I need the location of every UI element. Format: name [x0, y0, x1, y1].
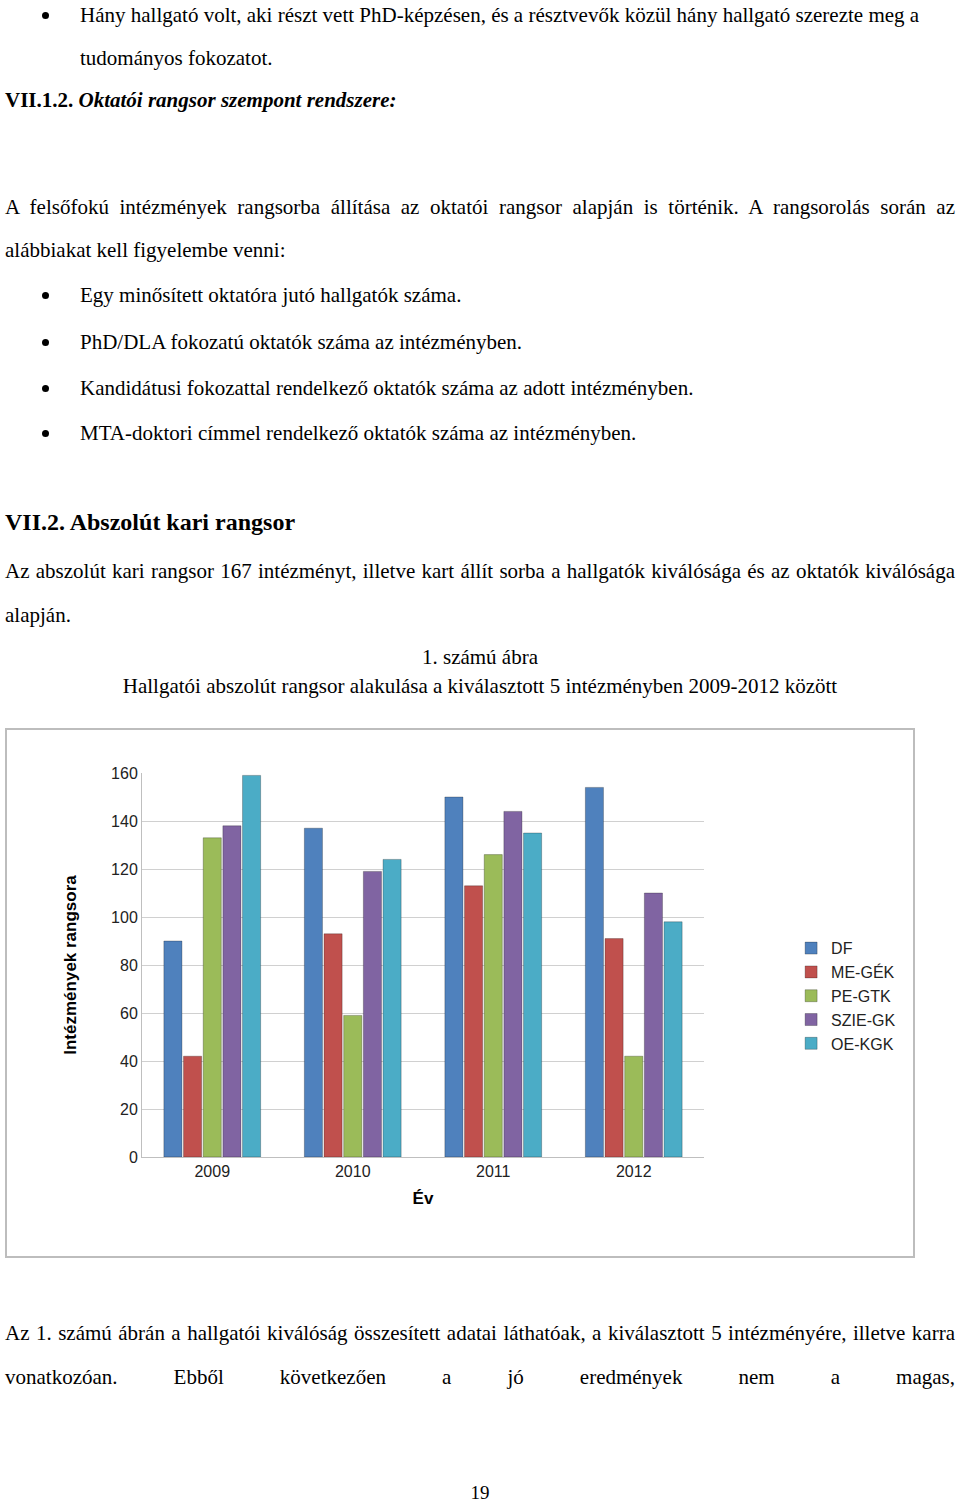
- svg-text:DF: DF: [831, 940, 853, 957]
- svg-text:120: 120: [111, 861, 138, 878]
- html-text:Az abszolút kari rangsor 167 i: Az abszolút kari rangsor 167 intézményt,…: [5, 559, 955, 627]
- svg-text:Év: Év: [413, 1189, 434, 1208]
- svg-text:0: 0: [129, 1149, 138, 1166]
- html-text:1. számú ábra: 1. számú ábra: [422, 645, 538, 669]
- svg-text:PE-GTK: PE-GTK: [831, 988, 891, 1005]
- svg-text:20: 20: [120, 1101, 138, 1118]
- svg-text:2012: 2012: [616, 1163, 652, 1180]
- html-text:Hány hallgató volt, aki részt: Hány hallgató volt, aki részt vett PhD-k…: [80, 3, 920, 70]
- html-text:VII.1.2. Oktatói rangsor szemp: VII.1.2. Oktatói rangsor szempont rendsz…: [5, 88, 397, 112]
- html-text:Hallgatói abszolút rangsor ala: Hallgatói abszolút rangsor alakulása a k…: [122, 674, 838, 698]
- svg-text:160: 160: [111, 765, 138, 782]
- svg-text:140: 140: [111, 813, 138, 830]
- html-text:VII.2. Abszolút kari rangsor: VII.2. Abszolút kari rangsor: [5, 509, 295, 535]
- svg-text:2011: 2011: [476, 1163, 511, 1180]
- svg-text:SZIE-GK: SZIE-GK: [831, 1012, 895, 1029]
- svg-text:2009: 2009: [194, 1163, 230, 1180]
- html-text:Kandidátusi fokozattal rendelk: Kandidátusi fokozattal rendelkező oktató…: [80, 376, 694, 400]
- svg-text:100: 100: [111, 909, 138, 926]
- html-text:Egy minősített oktatóra jutó h: Egy minősített oktatóra jutó hallgatók s…: [80, 283, 462, 307]
- html-text:MTA-doktori címmel rendelkező: MTA-doktori címmel rendelkező oktatók sz…: [80, 421, 637, 445]
- html-text:PhD/DLA fokozatú oktatók száma: PhD/DLA fokozatú oktatók száma az intézm…: [80, 330, 522, 354]
- svg-text:40: 40: [120, 1053, 138, 1070]
- svg-text:80: 80: [120, 957, 138, 974]
- svg-text:ME-GÉK: ME-GÉK: [831, 963, 894, 981]
- html-text:19: 19: [470, 1482, 490, 1503]
- svg-text:OE-KGK: OE-KGK: [831, 1036, 894, 1053]
- html-text:A felsőfokú intézmények rangso: A felsőfokú intézmények rangsorba állítá…: [5, 195, 955, 262]
- svg-text:Intézmények rangsora: Intézmények rangsora: [61, 875, 80, 1055]
- svg-text:60: 60: [120, 1005, 138, 1022]
- svg-text:2010: 2010: [335, 1163, 371, 1180]
- html-text:Az 1. számú ábrán a hallgatói: Az 1. számú ábrán a hallgatói kiválóság …: [5, 1321, 955, 1389]
